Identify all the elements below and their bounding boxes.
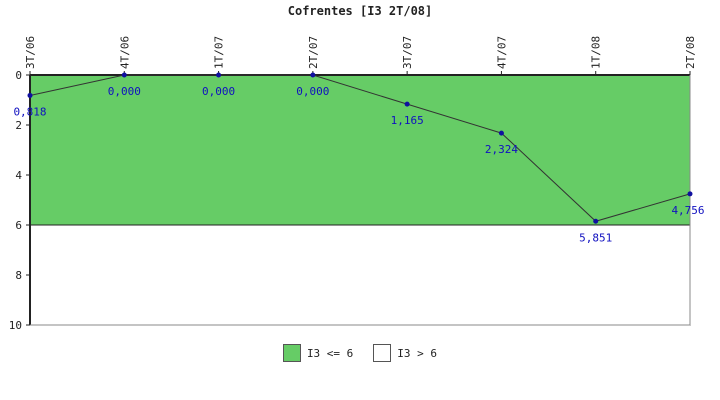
x-tick-label: 4T/06 [118, 36, 131, 69]
data-label: 4,756 [671, 204, 704, 217]
data-point [498, 130, 504, 136]
data-label: 0,000 [202, 85, 235, 98]
data-point [121, 72, 127, 78]
legend-item-high: I3 > 6 [373, 344, 437, 362]
bands-layer [29, 74, 691, 326]
y-tick-label: 0 [15, 69, 22, 82]
line-layer [27, 72, 693, 224]
x-tick-label: 1T/08 [590, 36, 603, 69]
data-label: 0,000 [108, 85, 141, 98]
band-0 [29, 74, 691, 226]
chart-title: Cofrentes [I3 2T/08] [288, 4, 433, 18]
y-tick-label: 2 [15, 119, 22, 132]
legend-swatch-ok [282, 344, 301, 362]
x-tick-label: 2T/07 [307, 36, 320, 69]
x-tick-label: 4T/07 [495, 36, 508, 69]
x-tick-label: 3T/07 [401, 36, 414, 69]
y-tick-label: 6 [15, 219, 22, 232]
data-point [216, 72, 222, 78]
data-label: 0,818 [13, 105, 46, 118]
legend-label-high: I3 > 6 [397, 346, 438, 360]
legend-label-ok: I3 <= 6 [306, 346, 354, 360]
data-point [404, 101, 410, 107]
legend-item-ok: I3 <= 6 [282, 344, 354, 362]
data-point [593, 218, 599, 224]
y-tick-label: 10 [9, 319, 22, 332]
band-1 [29, 224, 691, 326]
x-tick-label: 1T/07 [213, 36, 226, 69]
x-tick-label: 3T/06 [24, 36, 37, 69]
data-point [27, 92, 33, 98]
data-label: 2,324 [485, 143, 518, 156]
legend-swatch-high [373, 344, 392, 362]
series-line [29, 74, 691, 222]
y-tick-label: 8 [15, 269, 22, 282]
legend: I3 <= 6 I3 > 6 [0, 344, 720, 362]
data-point [310, 72, 316, 78]
x-tick-label: 2T/08 [684, 36, 697, 69]
y-tick-label: 4 [15, 169, 22, 182]
labels-layer: 0,818 0,000 0,000 0,000 1,165 2,324 5,851 4,756 [13, 85, 704, 244]
data-label: 1,165 [391, 114, 424, 127]
data-label: 5,851 [579, 231, 612, 244]
data-point [687, 191, 693, 197]
data-label: 0,000 [296, 85, 329, 98]
